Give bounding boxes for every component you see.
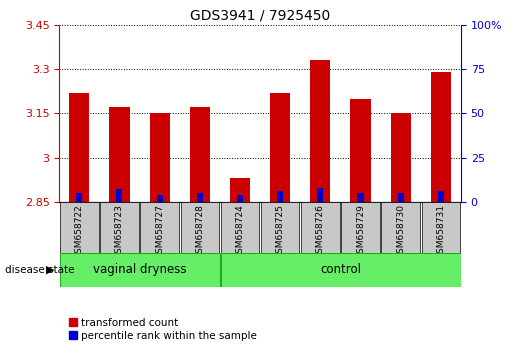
Bar [190,107,210,202]
Bar [116,189,123,202]
Bar [390,113,410,202]
Text: GSM658727: GSM658727 [155,204,164,259]
Text: disease state: disease state [5,265,75,275]
Bar [357,193,364,202]
Text: ▶: ▶ [46,265,55,275]
Title: GDS3941 / 7925450: GDS3941 / 7925450 [190,8,330,22]
Bar [277,191,283,202]
Text: GSM658723: GSM658723 [115,204,124,259]
Text: GSM658728: GSM658728 [195,204,204,259]
Bar [141,202,179,253]
Bar [221,202,259,253]
Text: GSM658729: GSM658729 [356,204,365,259]
Text: vaginal dryness: vaginal dryness [93,263,186,276]
Bar [310,60,330,202]
Bar [301,202,339,253]
Text: GSM658722: GSM658722 [75,204,84,259]
Bar [431,72,451,202]
Text: GSM658724: GSM658724 [235,204,245,259]
Bar [109,107,129,202]
Bar [197,193,203,202]
Bar [398,193,404,202]
Bar [76,193,82,202]
Bar [382,202,420,253]
Text: GSM658730: GSM658730 [396,204,405,259]
Bar [60,253,220,287]
Legend: transformed count, percentile rank within the sample: transformed count, percentile rank withi… [64,314,261,345]
Text: GSM658725: GSM658725 [276,204,285,259]
Bar [60,202,98,253]
Bar [181,202,219,253]
Bar [69,93,89,202]
Bar [317,188,323,202]
Bar [261,202,299,253]
Bar [270,93,290,202]
Bar [149,113,169,202]
Text: GSM658726: GSM658726 [316,204,325,259]
Text: GSM658731: GSM658731 [436,204,445,259]
Bar [157,195,163,202]
Bar [100,202,139,253]
Bar [438,191,444,202]
Bar [422,202,460,253]
Bar [221,253,461,287]
Bar [230,178,250,202]
Text: control: control [320,263,361,276]
Bar [350,98,370,202]
Bar [237,195,243,202]
Bar [341,202,380,253]
